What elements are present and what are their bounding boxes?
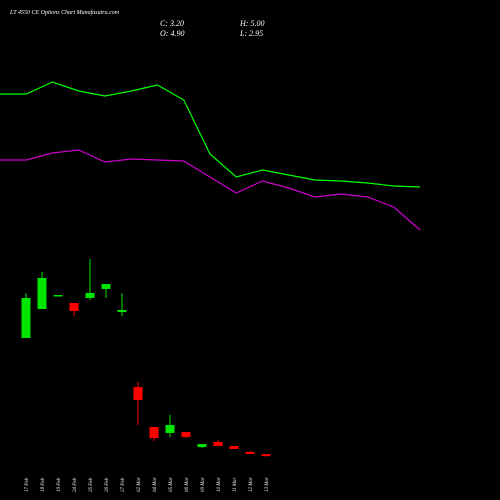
line-series [0, 81, 421, 188]
x-tick-label: 24 Feb [73, 477, 78, 492]
x-tick-label: 12 Mar [249, 477, 254, 492]
candle-body [261, 454, 271, 457]
x-tick-label: 27 Feb [121, 477, 126, 492]
x-tick-label: 11 Mar [233, 477, 238, 492]
candle-body [21, 298, 31, 338]
chart-title: LT 4550 CE Options Chart Munafasutra.com [9, 9, 120, 16]
candle-body [245, 451, 255, 454]
line-series [0, 149, 421, 231]
x-tick-label: 06 Mar [185, 477, 190, 492]
x-tick-label: 13 Mar [265, 477, 270, 492]
candle-body [229, 445, 239, 449]
candle-body [117, 310, 127, 313]
info-high: H: 5.00 [239, 19, 264, 28]
candle-body [101, 283, 111, 289]
candle-body [197, 444, 207, 448]
info-low: L: 2.95 [239, 29, 263, 38]
candle-body [165, 424, 175, 433]
x-tick-label: 04 Mar [153, 477, 158, 492]
x-tick-label: 05 Mar [169, 477, 174, 492]
info-open: O: 4.90 [160, 29, 184, 38]
candle-body [133, 387, 143, 400]
candle-body [37, 277, 47, 310]
x-tick-label: 18 Feb [41, 477, 46, 492]
x-tick-label: 17 Feb [25, 477, 30, 492]
x-tick-label: 25 Feb [89, 477, 94, 492]
x-tick-label: 09 Mar [201, 477, 206, 492]
candle-body [53, 295, 63, 297]
info-close: C: 3.20 [160, 19, 184, 28]
candle-body [181, 432, 191, 437]
candle-body [149, 427, 159, 439]
x-tick-label: 10 Mar [217, 477, 222, 492]
x-tick-label: 26 Feb [105, 477, 110, 492]
candle-body [69, 303, 79, 311]
x-tick-label: 19 Feb [57, 477, 62, 492]
candle-body [85, 292, 95, 298]
candle-body [213, 442, 223, 446]
x-tick-label: 02 Mar [137, 477, 142, 492]
